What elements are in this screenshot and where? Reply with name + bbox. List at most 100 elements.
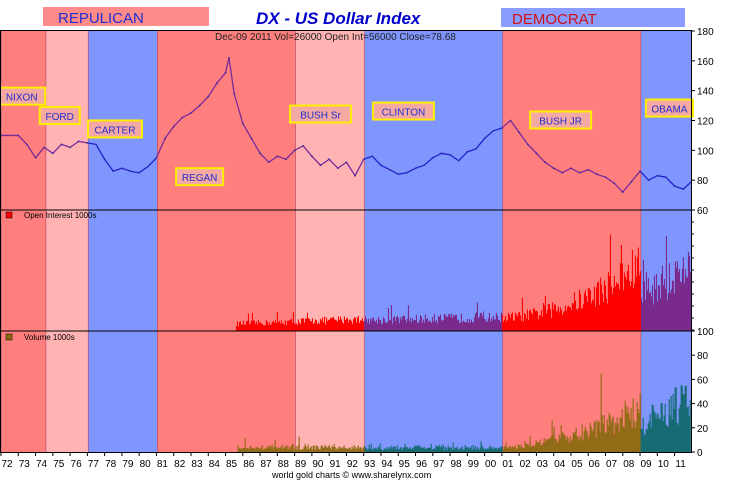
open-interest-bar (374, 321, 376, 331)
open-interest-bar (258, 322, 260, 331)
open-interest-bar (451, 318, 453, 331)
open-interest-bar (414, 319, 416, 331)
price-point (656, 174, 659, 177)
open-interest-bar (517, 312, 519, 331)
open-interest-bar (571, 303, 573, 331)
open-interest-bar (627, 264, 629, 331)
open-interest-bar (638, 275, 640, 331)
open-interest-bar (360, 320, 362, 331)
price-point (190, 112, 192, 114)
volume-bar (620, 418, 622, 452)
volume-bar (512, 447, 514, 452)
x-tick-label: 83 (191, 459, 203, 470)
volume-bar (375, 448, 377, 452)
volume-bar (551, 420, 553, 452)
volume-bar (535, 440, 537, 452)
open-interest-bar (394, 320, 396, 331)
open-interest-bar (268, 322, 270, 331)
open-interest-bar (503, 319, 505, 331)
open-interest-bar (454, 314, 456, 331)
volume-bar (575, 427, 577, 452)
volume-bar (387, 449, 389, 452)
volume-bar (667, 426, 669, 452)
volume-bar (587, 438, 589, 452)
open-interest-bar (356, 317, 358, 331)
open-interest-bar (349, 319, 351, 331)
open-interest-bar (661, 265, 663, 331)
volume-bar (634, 427, 636, 452)
volume-bar (676, 422, 678, 452)
x-tick-label: 74 (36, 459, 48, 470)
open-interest-bar (469, 322, 471, 331)
open-interest-bar (359, 320, 361, 331)
volume-bar (296, 449, 298, 452)
open-interest-bar (382, 317, 384, 331)
volume-bar (373, 447, 375, 452)
open-interest-bar (663, 279, 665, 331)
open-interest-bar (634, 255, 636, 331)
open-interest-bar (391, 323, 393, 331)
volume-bar (492, 446, 494, 452)
open-interest-bar (456, 319, 458, 331)
volume-bar (488, 447, 490, 452)
price-series (0, 56, 692, 194)
volume-bar (637, 408, 639, 452)
volume-bar (443, 450, 445, 452)
open-interest-bar (389, 320, 391, 331)
volume-bar (674, 387, 676, 452)
open-interest-bar (673, 293, 675, 331)
open-interest-bar (324, 324, 326, 331)
volume-bar (499, 448, 501, 452)
volume-bar (361, 449, 363, 452)
price-line-segment (207, 82, 218, 97)
price-point (492, 130, 495, 132)
y-axis: 60 80 100 120 140 160 180 0 20 40 60 80 100 (691, 27, 714, 459)
volume-bar (649, 413, 651, 452)
open-interest-bar (452, 314, 454, 331)
volume-bar (673, 408, 675, 452)
volume-y-tick-label: 0 (697, 448, 703, 459)
price-line-segment (398, 172, 407, 175)
volume-bar (259, 449, 261, 452)
open-interest-bar (580, 308, 582, 331)
volume-bar (313, 445, 315, 452)
price-point (43, 146, 46, 149)
open-interest-bar (596, 282, 598, 331)
open-interest-bar (378, 319, 380, 331)
volume-y-tick-label: 80 (697, 351, 709, 362)
open-interest-bar (366, 322, 368, 331)
volume-bar (513, 447, 515, 452)
open-interest-bar (339, 316, 341, 331)
price-point (138, 171, 141, 174)
volume-bar (297, 445, 299, 452)
price-point (228, 56, 230, 59)
volume-bar (444, 446, 446, 452)
open-interest-bar (485, 322, 487, 331)
open-interest-bar (504, 315, 506, 331)
volume-bar (456, 446, 458, 452)
open-interest-bar (346, 317, 348, 331)
volume-bar (546, 440, 548, 452)
open-interest-bar (501, 314, 503, 331)
x-tick-label: 09 (640, 459, 652, 470)
volume-bar (339, 447, 341, 452)
open-interest-bar (467, 323, 469, 331)
volume-bar (459, 447, 461, 452)
volume-bar (392, 446, 394, 452)
open-interest-bar (252, 320, 254, 331)
open-interest-bar (404, 319, 406, 331)
price-line-segment (121, 167, 131, 172)
price-line-segment (587, 169, 598, 175)
volume-bar (446, 450, 448, 452)
volume-bar (244, 437, 246, 452)
price-point (293, 149, 296, 152)
open-interest-bar (549, 309, 551, 331)
price-y-tick-label: 100 (697, 146, 714, 157)
open-interest-bar (293, 322, 295, 331)
volume-y-tick-label: 60 (697, 375, 709, 386)
open-interest-bar (383, 318, 385, 331)
open-interest-bar (240, 324, 242, 331)
volume-bar (364, 446, 366, 452)
volume-bar (539, 439, 541, 452)
volume-bar (490, 447, 492, 452)
